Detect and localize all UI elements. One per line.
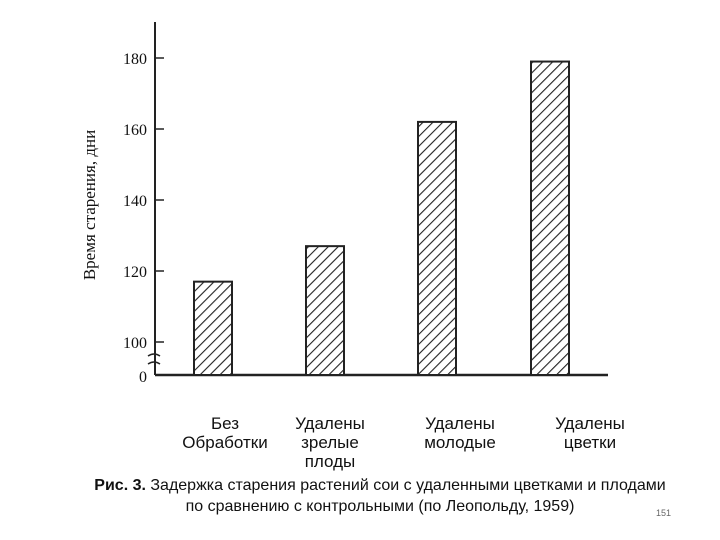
bar-4 <box>530 60 570 377</box>
caption-label: Рис. 3. <box>94 477 146 494</box>
bar-1 <box>193 280 233 376</box>
y-axis-label: Время старения, дни <box>80 130 99 280</box>
y-tick-label-100: 100 <box>123 335 147 352</box>
y-tick-label-140: 140 <box>123 193 147 210</box>
y-tick-label-120: 120 <box>123 264 147 281</box>
y-tick-label-0: 0 <box>139 369 147 386</box>
page-number: 151 <box>656 508 672 518</box>
category-label-1: Без Обработки <box>182 414 268 452</box>
caption-text: Задержка старения растений сои с удаленн… <box>145 477 666 494</box>
y-tick-label-180: 180 <box>123 51 147 68</box>
category-label-3: Удалены молодые <box>424 414 496 452</box>
axis-break-mark <box>147 353 161 365</box>
figure-caption-line2: по сравнению с контрольными (по Леопольд… <box>185 498 575 515</box>
bars <box>193 60 570 377</box>
y-ticks: 100 120 140 160 180 0 <box>123 51 164 386</box>
y-tick-label-160: 160 <box>123 122 147 139</box>
category-label-2: Удалены зрелые плоды <box>295 414 365 471</box>
category-label-4: Удалены цветки <box>555 414 625 452</box>
bar-3 <box>417 120 457 377</box>
figure-caption: Рис. 3. Задержка старения растений сои с… <box>40 476 720 496</box>
bar-2 <box>305 245 345 376</box>
